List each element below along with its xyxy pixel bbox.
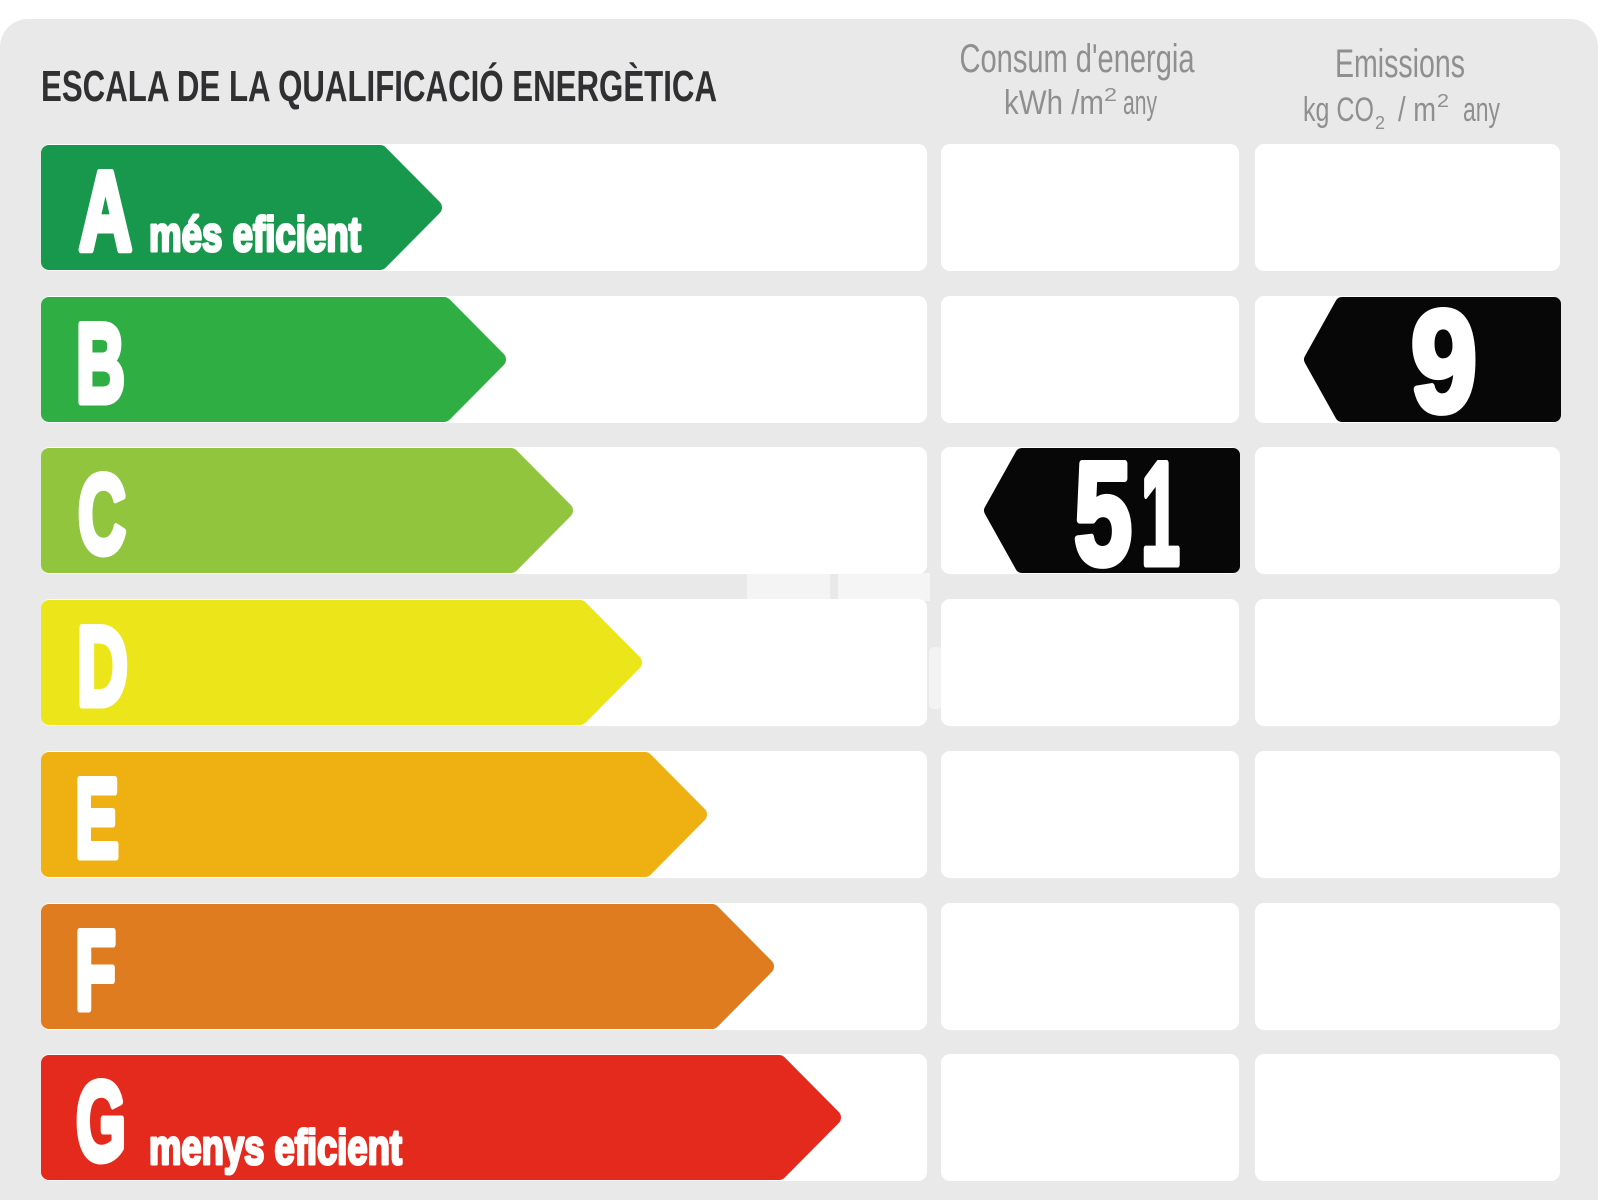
svg-text:G: G (76, 1059, 126, 1184)
svg-text:2: 2 (1375, 113, 1385, 133)
svg-text:més eficient: més eficient (149, 208, 361, 262)
svg-text:5: 5 (1074, 432, 1132, 595)
svg-text:/ m: / m (1398, 91, 1436, 129)
svg-text:1: 1 (1141, 432, 1180, 595)
svg-text:kWh /m: kWh /m (1004, 84, 1104, 122)
svg-text:C: C (78, 452, 126, 577)
svg-text:Emissions: Emissions (1335, 42, 1465, 86)
svg-text:D: D (77, 604, 128, 729)
svg-text:any: any (1463, 91, 1500, 129)
svg-text:A: A (79, 149, 132, 274)
svg-text:ESCALA DE LA QUALIFICACIÓ ENER: ESCALA DE LA QUALIFICACIÓ ENERGÈTICA (41, 61, 717, 111)
svg-text:2: 2 (1437, 91, 1449, 111)
svg-text:E: E (75, 756, 119, 881)
svg-text:kg CO: kg CO (1303, 91, 1374, 129)
svg-text:Consum d'energia: Consum d'energia (960, 37, 1196, 81)
svg-text:F: F (75, 908, 116, 1033)
svg-text:B: B (76, 301, 125, 426)
svg-text:2: 2 (1104, 85, 1117, 105)
svg-text:any: any (1123, 84, 1157, 122)
svg-text:9: 9 (1411, 281, 1477, 442)
svg-text:menys eficient: menys eficient (149, 1121, 402, 1175)
